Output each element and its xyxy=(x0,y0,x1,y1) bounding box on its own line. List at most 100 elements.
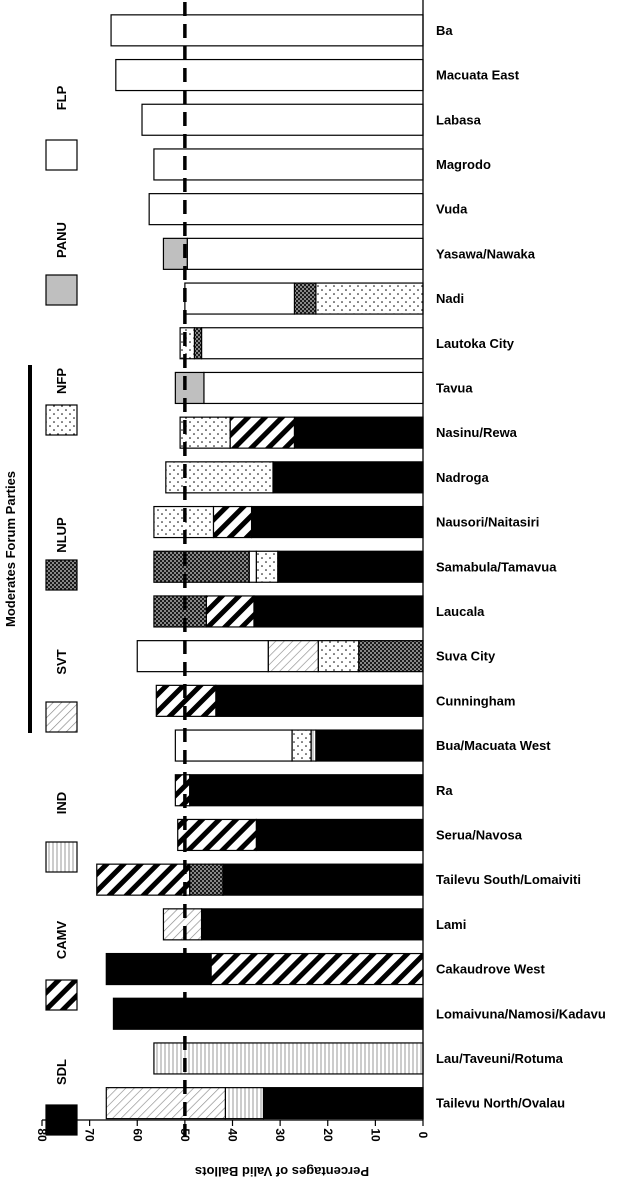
bar-suva-city-nlup xyxy=(358,640,424,673)
legend-label-ind: IND xyxy=(54,792,69,814)
bar-nadroga-sdl xyxy=(272,461,424,494)
category-label-samabula-tamavua: Samabula/Tamavua xyxy=(436,559,557,574)
bar-ba-flp xyxy=(110,14,424,47)
bar-cunningham-sdl xyxy=(215,684,424,717)
bar-lautoka-city-nfp xyxy=(179,327,196,360)
bar-lami-sdl xyxy=(200,908,424,941)
category-labels: Ba Macuata East Labasa Magrodo Vuda Yasawa/Na… xyxy=(436,23,606,1111)
bar-bua-macuata-west-sdl xyxy=(315,729,424,762)
x-tick-label-70: 70 xyxy=(83,1128,97,1142)
x-axis: 80 70 60 50 40 30 20 10 0 xyxy=(35,0,430,1142)
legend-swatch-flp xyxy=(45,139,78,171)
bar-labasa-flp xyxy=(141,103,424,136)
category-label-vuda: Vuda xyxy=(436,202,468,217)
legend-label-sdl: SDL xyxy=(54,1059,69,1085)
x-tick-label-50: 50 xyxy=(178,1128,192,1142)
bar-magrodo-flp xyxy=(153,148,424,181)
bar-tailevu-north-ovalau-ind xyxy=(224,1087,265,1120)
bar-cakaudrove-west-sdl xyxy=(105,952,212,986)
bar-tailevu-south-lomaiviti-nlup xyxy=(189,863,224,896)
bar-suva-city-svt xyxy=(267,640,319,673)
legend-swatch-svt xyxy=(45,701,78,733)
category-label-nadi: Nadi xyxy=(436,291,464,306)
bar-nadi-nlup xyxy=(293,282,317,315)
bar-bua-macuata-west-nfp xyxy=(291,729,312,762)
category-label-serua-navosa: Serua/Navosa xyxy=(436,827,523,842)
legend-swatch-sdl xyxy=(45,1104,78,1136)
bar-nasinu-rewa-camv xyxy=(229,416,296,449)
x-tick-label-0: 0 xyxy=(416,1132,430,1139)
bar-vuda-flp xyxy=(148,193,424,226)
x-tick-label-20: 20 xyxy=(321,1128,335,1142)
bar-tavua-flp xyxy=(203,371,424,405)
legend-label-nlup: NLUP xyxy=(54,517,69,553)
bar-serua-navosa-sdl xyxy=(255,818,424,852)
bar-nadroga-nfp xyxy=(165,461,274,494)
bar-nasinu-rewa-sdl xyxy=(293,416,424,449)
category-label-lautoka-city: Lautoka City xyxy=(436,336,515,351)
bar-laucala-sdl xyxy=(253,595,424,628)
x-tick-label-40: 40 xyxy=(226,1128,240,1142)
category-label-ra: Ra xyxy=(436,783,453,798)
category-label-cunningham: Cunningham xyxy=(436,693,515,708)
category-label-cakaudrove-west: Cakaudrove West xyxy=(436,962,546,977)
bars-layer xyxy=(96,14,424,1120)
category-label-tailevu-north-ovalau: Tailevu North/Ovalau xyxy=(436,1096,565,1111)
bar-ra-sdl xyxy=(189,774,424,807)
category-label-ba: Ba xyxy=(436,23,453,38)
legend-label-svt: SVT xyxy=(54,649,69,674)
bar-samabula-tamavua-flp xyxy=(248,550,257,583)
bar-laucala-camv xyxy=(205,595,255,628)
bar-yasawa-nawaka-flp xyxy=(186,237,424,270)
category-label-tavua: Tavua xyxy=(436,380,473,395)
bar-lautoka-city-nlup xyxy=(193,327,203,360)
legend-swatch-nfp xyxy=(45,404,78,436)
category-label-nausori-naitasiri: Nausori/Naitasiri xyxy=(436,515,539,530)
bar-lomaivuna-namosi-kadavu-sdl xyxy=(112,997,424,1030)
bar-nausori-naitasiri-sdl xyxy=(250,505,424,539)
bar-tailevu-south-lomaiviti-sdl xyxy=(222,863,424,896)
category-label-nasinu-rewa: Nasinu/Rewa xyxy=(436,425,518,440)
x-axis-label: Percentages of Valid Ballots xyxy=(195,1164,369,1179)
bar-nasinu-rewa-nfp xyxy=(179,416,231,449)
x-tick-label-10: 10 xyxy=(368,1128,382,1142)
bar-tailevu-north-ovalau-svt xyxy=(105,1087,226,1120)
bar-ra-camv xyxy=(174,774,191,807)
bar-macuata-east-flp xyxy=(115,58,424,92)
bar-suva-city-flp xyxy=(136,640,269,673)
bar-serua-navosa-camv xyxy=(177,818,257,852)
bar-tavua-panu xyxy=(174,371,205,405)
bar-bua-macuata-west-flp xyxy=(174,729,293,762)
bar-lau-taveuni-rotuma-ind xyxy=(153,1042,424,1075)
bar-tailevu-south-lomaiviti-camv xyxy=(96,863,191,896)
bar-bua-macuata-west-ind xyxy=(310,729,317,762)
bar-nadi-flp xyxy=(184,282,296,315)
category-label-nadroga: Nadroga xyxy=(436,470,490,485)
bar-nausori-naitasiri-camv xyxy=(212,505,253,539)
bar-yasawa-nawaka-panu xyxy=(162,237,188,270)
category-label-lau-taveuni-rotuma: Lau/Taveuni/Rotuma xyxy=(436,1051,564,1066)
legend-label-flp: FLP xyxy=(54,85,69,110)
bar-nadi-nfp xyxy=(315,282,424,315)
legend-label-camv: CAMV xyxy=(54,921,69,960)
legend: FLP PANU NFP NLUP SVT IND CAMV SDL Moderates For… xyxy=(3,85,78,1136)
legend-swatch-ind xyxy=(45,841,78,873)
bar-tailevu-north-ovalau-sdl xyxy=(262,1087,424,1120)
legend-swatch-panu xyxy=(45,274,78,306)
category-label-labasa: Labasa xyxy=(436,112,482,127)
bar-laucala-nlup xyxy=(153,595,207,628)
legend-label-nfp: NFP xyxy=(54,368,69,394)
category-label-bua-macuata-west: Bua/Macuata West xyxy=(436,738,551,753)
category-label-lami: Lami xyxy=(436,917,466,932)
bar-samabula-tamavua-nlup xyxy=(153,550,250,583)
legend-label-panu: PANU xyxy=(54,222,69,258)
bar-suva-city-nfp xyxy=(317,640,360,673)
category-label-yasawa-nawaka: Yasawa/Nawaka xyxy=(436,246,536,261)
category-label-lomaivuna-namosi-kadavu: Lomaivuna/Namosi/Kadavu xyxy=(436,1006,606,1021)
bar-samabula-tamavua-nfp xyxy=(255,550,279,583)
category-label-tailevu-south-lomaiviti: Tailevu South/Lomaiviti xyxy=(436,872,581,887)
category-label-macuata-east: Macuata East xyxy=(436,68,520,83)
bar-lautoka-city-flp xyxy=(200,327,424,360)
bar-lami-svt xyxy=(162,908,203,941)
